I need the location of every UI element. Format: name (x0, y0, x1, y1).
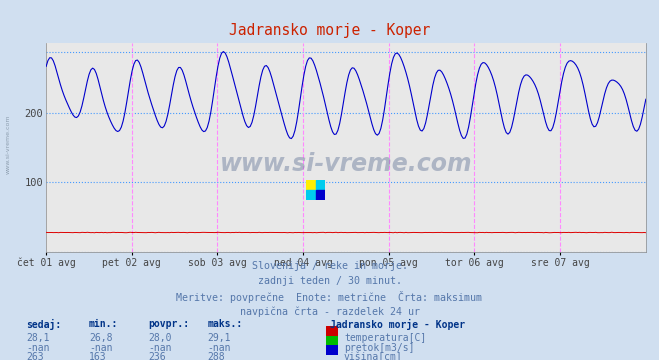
Bar (306, 190, 316, 200)
Text: 236: 236 (148, 352, 166, 360)
Text: Meritve: povprečne  Enote: metrične  Črta: maksimum: Meritve: povprečne Enote: metrične Črta:… (177, 291, 482, 303)
Text: 163: 163 (89, 352, 107, 360)
Text: -nan: -nan (26, 343, 50, 353)
Text: temperatura[C]: temperatura[C] (344, 333, 426, 343)
Text: zadnji teden / 30 minut.: zadnji teden / 30 minut. (258, 276, 401, 286)
Text: maks.:: maks.: (208, 319, 243, 329)
Text: Jadransko morje - Koper: Jadransko morje - Koper (330, 319, 465, 330)
Text: 28,1: 28,1 (26, 333, 50, 343)
Text: 263: 263 (26, 352, 44, 360)
Text: -nan: -nan (89, 343, 113, 353)
Text: min.:: min.: (89, 319, 119, 329)
Text: 29,1: 29,1 (208, 333, 231, 343)
Text: 28,0: 28,0 (148, 333, 172, 343)
Text: www.si-vreme.com: www.si-vreme.com (219, 152, 473, 176)
Bar (316, 180, 325, 190)
Text: povpr.:: povpr.: (148, 319, 189, 329)
Text: navpična črta - razdelek 24 ur: navpična črta - razdelek 24 ur (239, 306, 420, 317)
Text: pretok[m3/s]: pretok[m3/s] (344, 343, 415, 353)
Text: Jadransko morje - Koper: Jadransko morje - Koper (229, 23, 430, 39)
Text: Slovenija / reke in morje.: Slovenija / reke in morje. (252, 261, 407, 271)
Bar (316, 190, 325, 200)
Text: -nan: -nan (148, 343, 172, 353)
Text: -nan: -nan (208, 343, 231, 353)
Text: sedaj:: sedaj: (26, 319, 61, 330)
Text: višina[cm]: višina[cm] (344, 352, 403, 360)
Text: 288: 288 (208, 352, 225, 360)
Text: 26,8: 26,8 (89, 333, 113, 343)
Text: www.si-vreme.com: www.si-vreme.com (5, 114, 11, 174)
Bar (306, 180, 316, 190)
